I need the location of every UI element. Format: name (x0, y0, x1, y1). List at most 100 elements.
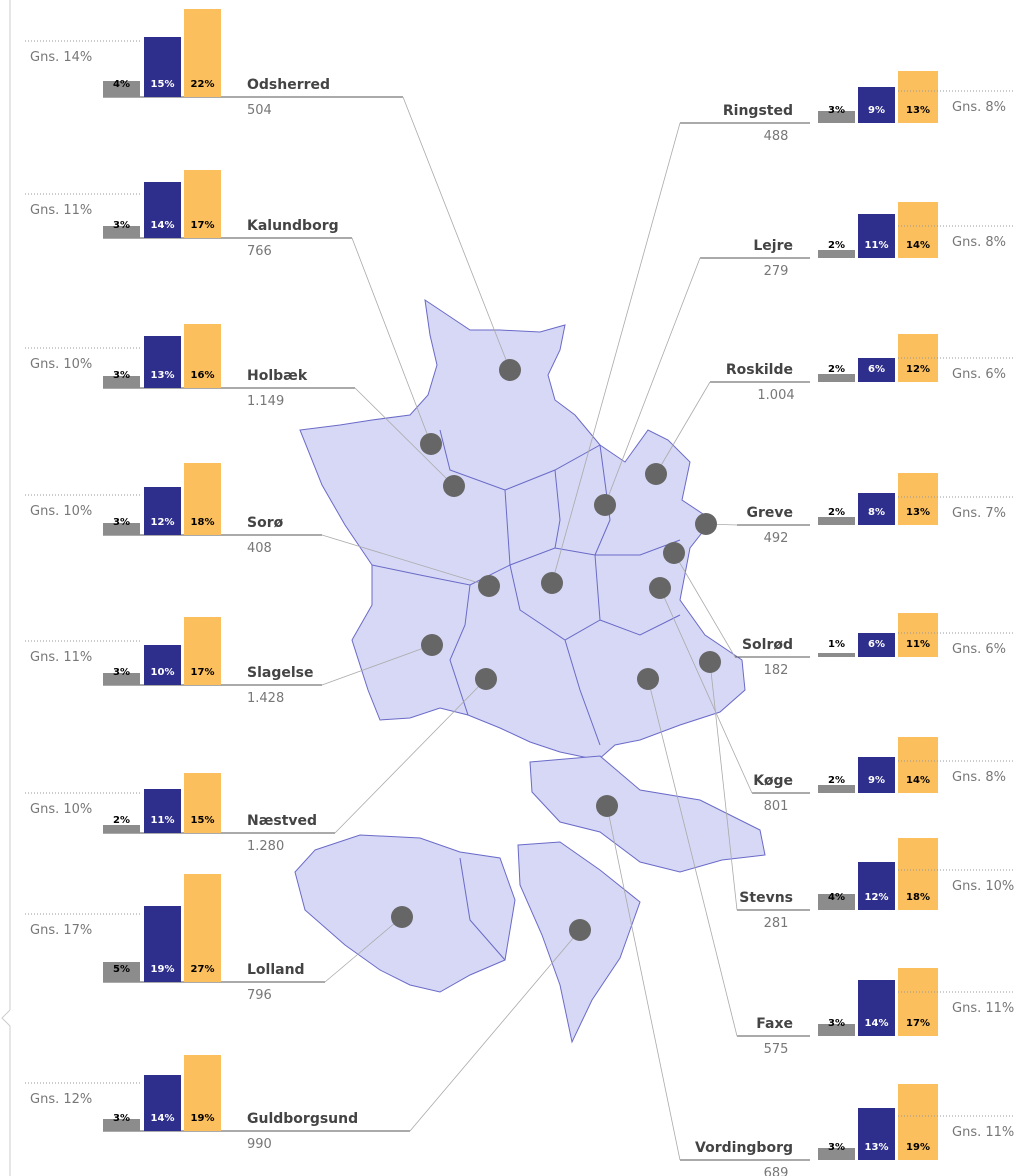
average-label: Gns. 11% (952, 1001, 1014, 1016)
average-label: Gns. 12% (30, 1092, 92, 1107)
bar (818, 1024, 855, 1036)
value-label: 3% (113, 1113, 130, 1124)
border (554, 469, 561, 549)
count: 488 (764, 129, 789, 144)
count: 504 (247, 103, 272, 118)
average-label: Gns. 10% (952, 879, 1014, 894)
municipality-name: Solrød (742, 637, 793, 653)
bar (103, 1119, 140, 1131)
municipality-name: Greve (746, 505, 793, 521)
leader-line (659, 587, 753, 794)
bar (184, 463, 221, 535)
value-label: 19% (191, 1113, 215, 1124)
location-dot (421, 634, 443, 656)
bar (184, 170, 221, 238)
bar (858, 87, 895, 123)
leader-line (551, 122, 681, 584)
bar (858, 862, 895, 910)
bar (898, 613, 938, 657)
value-label: 8% (868, 507, 885, 518)
municipality-name: Køge (753, 773, 793, 789)
count: 1.280 (247, 839, 284, 854)
value-label: 14% (151, 220, 175, 231)
average-label: Gns. 8% (952, 770, 1006, 785)
bar (144, 1075, 181, 1131)
leader-line (409, 929, 581, 1132)
average-label: Gns. 6% (952, 642, 1006, 657)
count: 1.428 (247, 691, 284, 706)
mon (529, 755, 766, 873)
municipality-name: Næstved (247, 813, 317, 829)
leader-line (354, 387, 455, 487)
municipality-name: Kalundborg (247, 218, 339, 234)
location-dot (443, 475, 465, 497)
location-dot (391, 906, 413, 928)
average-label: Gns. 8% (952, 235, 1006, 250)
bar (898, 202, 938, 258)
municipality-name: Sorø (247, 515, 284, 531)
map (294, 298, 766, 1044)
bar (184, 9, 221, 97)
bar (818, 785, 855, 793)
municipality-name: Faxe (756, 1016, 793, 1032)
count: 182 (764, 663, 789, 678)
value-label: 18% (906, 892, 930, 903)
value-label: 1% (828, 639, 845, 650)
value-label: 15% (151, 79, 175, 90)
count: 1.004 (757, 388, 794, 403)
municipality-name: Stevns (739, 890, 793, 906)
border (564, 639, 601, 746)
value-label: 2% (828, 775, 845, 786)
location-dot (475, 668, 497, 690)
location-dot (663, 542, 685, 564)
bar (103, 81, 140, 97)
location-dot (569, 919, 591, 941)
leader-line (402, 96, 511, 371)
value-label: 17% (906, 1018, 930, 1029)
average-label: Gns. 11% (952, 1125, 1014, 1140)
bar (898, 473, 938, 525)
bar (144, 789, 181, 833)
value-label: 27% (191, 964, 215, 975)
value-label: 6% (868, 364, 885, 375)
value-label: 13% (906, 105, 930, 116)
value-label: 14% (151, 1113, 175, 1124)
leader-line (351, 237, 432, 445)
leader-line (321, 534, 490, 587)
count: 408 (247, 541, 272, 556)
bar (818, 374, 855, 382)
value-label: 14% (906, 240, 930, 251)
leader-line (709, 661, 738, 911)
location-dot (499, 359, 521, 381)
value-label: 5% (113, 964, 130, 975)
municipality-name: Lolland (247, 962, 305, 978)
value-label: 3% (113, 370, 130, 381)
border (439, 429, 511, 566)
location-dot (541, 572, 563, 594)
municipality-name: Odsherred (247, 77, 330, 93)
value-label: 9% (868, 775, 885, 786)
value-label: 11% (865, 240, 889, 251)
falster (517, 841, 641, 1044)
bar (144, 37, 181, 97)
value-label: 3% (828, 1142, 845, 1153)
value-label: 13% (151, 370, 175, 381)
bar (103, 825, 140, 833)
bar (184, 1055, 221, 1131)
value-label: 4% (828, 892, 845, 903)
average-label: Gns. 10% (30, 357, 92, 372)
value-label: 3% (113, 667, 130, 678)
average-label: Gns. 11% (30, 650, 92, 665)
value-label: 12% (865, 892, 889, 903)
bar (858, 757, 895, 793)
value-label: 3% (113, 517, 130, 528)
value-label: 13% (865, 1142, 889, 1153)
average-label: Gns. 8% (952, 100, 1006, 115)
bar (103, 673, 140, 685)
value-label: 15% (191, 815, 215, 826)
value-label: 11% (151, 815, 175, 826)
value-label: 10% (151, 667, 175, 678)
count: 801 (764, 799, 789, 814)
municipality-name: Vordingborg (695, 1140, 793, 1156)
municipality-name: Holbæk (247, 368, 308, 384)
